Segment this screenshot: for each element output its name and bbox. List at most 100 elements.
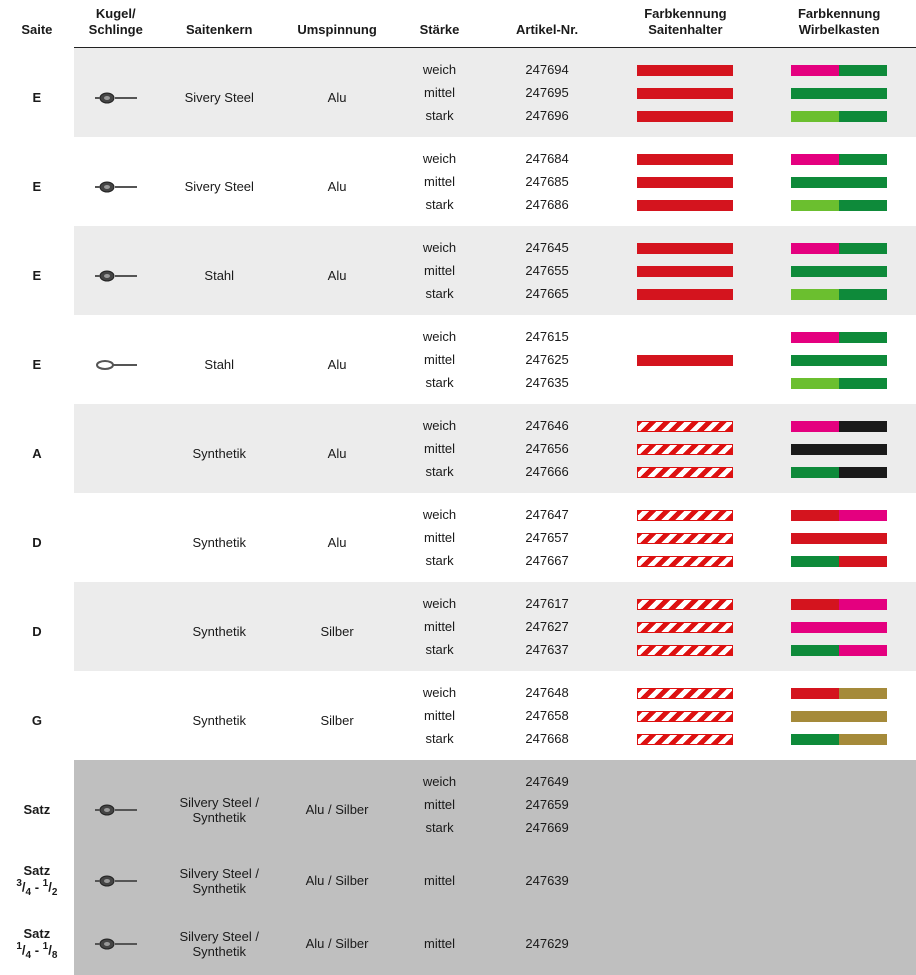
staerke-cell: weich [393, 137, 485, 170]
swatch-wirbelkasten-cell [762, 793, 916, 816]
swatch-wirbelkasten-cell [762, 615, 916, 638]
swatch-saitenhalter-cell [609, 315, 763, 348]
swatch-saitenhalter-cell [609, 404, 763, 437]
staerke-cell: mittel [393, 793, 485, 816]
table-row: Satz Silvery Steel /SynthetikAlu / Silbe… [0, 760, 916, 793]
staerke-cell: weich [393, 671, 485, 704]
swatch-solid [791, 467, 887, 478]
saite-cell: Satz3/4 - 1/2 [0, 849, 74, 912]
table-row: DSynthetikAluweich247647 [0, 493, 916, 526]
swatch-wirbelkasten-cell [762, 259, 916, 282]
staerke-cell: stark [393, 549, 485, 582]
swatch-saitenhalter-cell [609, 760, 763, 793]
swatch-stripe [637, 688, 733, 699]
swatch-wirbelkasten-cell [762, 671, 916, 704]
swatch-solid [791, 154, 887, 165]
staerke-cell: mittel [393, 259, 485, 282]
staerke-cell: mittel [393, 704, 485, 727]
header-artikel: Artikel-Nr. [486, 0, 609, 48]
artikel-cell: 247659 [486, 793, 609, 816]
swatch-wirbelkasten-cell [762, 760, 916, 793]
staerke-cell: weich [393, 226, 485, 259]
staerke-cell: mittel [393, 526, 485, 549]
table-row: E StahlAluweich247645 [0, 226, 916, 259]
ums-cell: Alu [281, 315, 394, 404]
ums-cell: Alu [281, 404, 394, 493]
swatch-saitenhalter-cell [609, 582, 763, 615]
kern-cell: Silvery Steel /Synthetik [158, 912, 281, 975]
swatch-solid [637, 200, 733, 211]
swatch-saitenhalter-cell [609, 348, 763, 371]
swatch-solid [791, 688, 887, 699]
swatch-saitenhalter-cell [609, 526, 763, 549]
staerke-cell: stark [393, 638, 485, 671]
swatch-stripe [637, 467, 733, 478]
staerke-cell: mittel [393, 912, 485, 975]
kugel-cell [74, 849, 158, 912]
header-staerke: Stärke [393, 0, 485, 48]
swatch-solid [791, 289, 887, 300]
swatch-solid [791, 645, 887, 656]
swatch-wirbelkasten-cell [762, 282, 916, 315]
swatch-solid [791, 622, 887, 633]
kern-cell: Synthetik [158, 671, 281, 760]
swatch-solid [791, 355, 887, 366]
swatch-stripe [637, 556, 733, 567]
swatch-wirbelkasten-cell [762, 849, 916, 912]
swatch-solid [791, 88, 887, 99]
kugel-cell [74, 404, 158, 493]
swatch-solid [637, 243, 733, 254]
artikel-cell: 247629 [486, 912, 609, 975]
strings-table: Saite Kugel/Schlinge Saitenkern Umspinnu… [0, 0, 916, 975]
swatch-wirbelkasten-cell [762, 912, 916, 975]
kern-cell: Silvery Steel /Synthetik [158, 849, 281, 912]
ball-end-icon [95, 269, 137, 283]
artikel-cell: 247668 [486, 727, 609, 760]
swatch-stripe [637, 711, 733, 722]
staerke-cell: mittel [393, 81, 485, 104]
swatch-saitenhalter-cell [609, 104, 763, 137]
kern-cell: Stahl [158, 315, 281, 404]
artikel-cell: 247615 [486, 315, 609, 348]
header-ums: Umspinnung [281, 0, 394, 48]
swatch-solid [791, 65, 887, 76]
ums-cell: Alu [281, 137, 394, 226]
swatch-wirbelkasten-cell [762, 170, 916, 193]
table-row: E Sivery SteelAluweich247684 [0, 137, 916, 170]
ums-cell: Silber [281, 671, 394, 760]
swatch-wirbelkasten-cell [762, 315, 916, 348]
staerke-cell: stark [393, 282, 485, 315]
staerke-cell: stark [393, 193, 485, 226]
artikel-cell: 247667 [486, 549, 609, 582]
swatch-stripe [637, 645, 733, 656]
staerke-cell: stark [393, 460, 485, 493]
swatch-solid [791, 200, 887, 211]
swatch-saitenhalter-cell [609, 912, 763, 975]
kugel-cell [74, 315, 158, 404]
kern-cell: Silvery Steel /Synthetik [158, 760, 281, 849]
swatch-stripe [637, 622, 733, 633]
swatch-wirbelkasten-cell [762, 371, 916, 404]
kugel-cell [74, 226, 158, 315]
swatch-saitenhalter-cell [609, 193, 763, 226]
swatch-saitenhalter-cell [609, 493, 763, 526]
artikel-cell: 247645 [486, 226, 609, 259]
swatch-saitenhalter-cell [609, 793, 763, 816]
swatch-solid [637, 355, 733, 366]
ums-cell: Silber [281, 582, 394, 671]
kugel-cell [74, 912, 158, 975]
swatch-solid [637, 65, 733, 76]
table-row: GSynthetikSilberweich247648 [0, 671, 916, 704]
kugel-cell [74, 671, 158, 760]
artikel-cell: 247637 [486, 638, 609, 671]
swatch-saitenhalter-cell [609, 226, 763, 259]
swatch-wirbelkasten-cell [762, 460, 916, 493]
swatch-solid [791, 533, 887, 544]
swatch-solid [791, 378, 887, 389]
swatch-solid [791, 332, 887, 343]
staerke-cell: mittel [393, 849, 485, 912]
header-kern: Saitenkern [158, 0, 281, 48]
swatch-solid [791, 556, 887, 567]
swatch-stripe [637, 533, 733, 544]
kugel-cell [74, 137, 158, 226]
